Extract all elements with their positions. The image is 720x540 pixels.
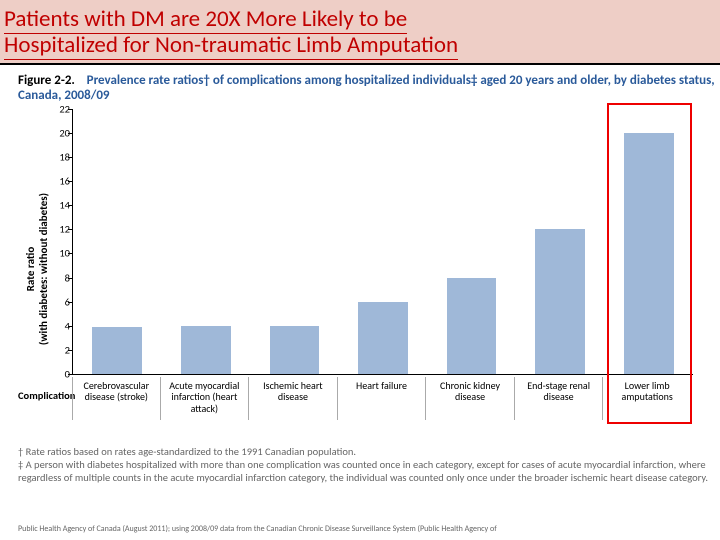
y-tick-mark [68, 181, 72, 182]
title-line2: Hospitalized for Non-traumatic Limb Ampu… [4, 31, 458, 60]
x-tick-label: Acute myocardial infarction (heart attac… [161, 377, 250, 421]
x-tick-label: Heart failure [338, 377, 427, 421]
y-tick-mark [68, 374, 72, 375]
x-tick-label: Chronic kidney disease [426, 377, 515, 421]
slide-title-bar: Patients with DM are 20X More Likely to … [0, 0, 720, 65]
y-axis-label: Rate ratio(with diabetes: without diabet… [24, 159, 50, 379]
figure-title: Prevalence rate ratios† of complications… [18, 73, 715, 103]
y-tick-mark [68, 133, 72, 134]
bar [447, 278, 497, 374]
highlight-box [607, 103, 692, 424]
bar [92, 327, 142, 374]
x-axis-labels: Cerebrovascular disease (stroke)Acute my… [72, 377, 692, 421]
citation: Public Health Agency of Canada (August 2… [18, 524, 718, 534]
title-line1: Patients with DM are 20X More Likely to … [4, 5, 407, 34]
footnotes: † Rate ratios based on rates age-standar… [18, 445, 720, 484]
y-tick-mark [68, 205, 72, 206]
chart-container: Rate ratio(with diabetes: without diabet… [18, 109, 708, 439]
y-tick-mark [68, 109, 72, 110]
y-tick-mark [68, 350, 72, 351]
y-tick-mark [68, 157, 72, 158]
x-tick-label: Ischemic heart disease [249, 377, 338, 421]
bar [270, 326, 320, 374]
x-tick-label: End-stage renal disease [515, 377, 604, 421]
x-axis-label: Complication [18, 389, 75, 402]
y-tick-mark [68, 302, 72, 303]
bar [535, 229, 585, 374]
footnote-1: † Rate ratios based on rates age-standar… [18, 445, 720, 458]
y-tick-mark [68, 229, 72, 230]
figure-caption: Figure 2-2. Prevalence rate ratios† of c… [18, 73, 720, 103]
y-tick-mark [68, 253, 72, 254]
y-tick-mark [68, 326, 72, 327]
y-tick-mark [68, 278, 72, 279]
x-tick-label: Cerebrovascular disease (stroke) [72, 377, 161, 421]
bar [358, 302, 408, 374]
bar [181, 326, 231, 374]
slide-title: Patients with DM are 20X More Likely to … [4, 6, 716, 59]
footnote-2: ‡ A person with diabetes hospitalized wi… [18, 458, 720, 484]
figure-number: Figure 2-2. [18, 73, 75, 88]
plot-area [72, 109, 693, 375]
